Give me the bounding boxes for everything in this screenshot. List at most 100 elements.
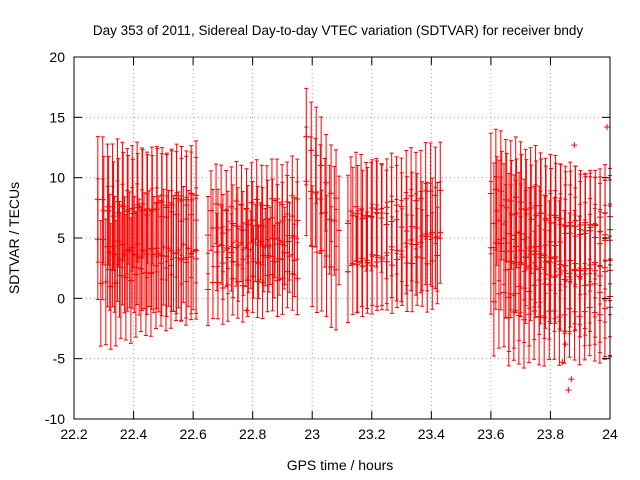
data-point xyxy=(424,260,431,267)
data-point xyxy=(107,283,114,290)
data-point xyxy=(102,278,109,285)
data-point xyxy=(336,227,343,234)
outlier-point xyxy=(559,359,566,366)
data-point xyxy=(149,206,156,213)
data-point xyxy=(498,202,505,209)
data-point xyxy=(328,190,335,197)
data-point xyxy=(219,260,226,267)
data-point xyxy=(294,275,301,282)
data-point xyxy=(552,242,559,249)
data-point xyxy=(185,245,192,252)
data-point xyxy=(321,209,328,216)
data-point xyxy=(510,308,517,315)
data-point xyxy=(542,242,549,249)
data-point xyxy=(412,241,419,248)
series-track-4 xyxy=(100,140,200,271)
x-tick-label: 22.8 xyxy=(239,426,266,442)
series-track-9 xyxy=(213,197,298,292)
data-point xyxy=(144,205,151,212)
data-point xyxy=(547,238,554,245)
data-point xyxy=(358,205,365,212)
series-track-15 xyxy=(344,181,444,323)
data-point xyxy=(323,179,330,186)
data-point xyxy=(547,219,554,226)
x-tick-label: 22.6 xyxy=(179,426,206,442)
data-point xyxy=(602,209,609,216)
x-axis-label: GPS time / hours xyxy=(287,457,394,473)
chart-title: Day 353 of 2011, Sidereal Day-to-day VTE… xyxy=(93,23,583,38)
x-tick-label: 23 xyxy=(304,426,320,442)
data-point xyxy=(363,213,370,220)
data-point xyxy=(520,316,527,323)
data-point xyxy=(129,210,136,217)
data-point xyxy=(538,210,545,217)
data-point xyxy=(106,249,113,256)
ticks: -10 -5 0 5 10 15 20 22.2 22.4 22.6 22.8 23 23.2 23.4 2… xyxy=(45,49,618,442)
data-point xyxy=(522,254,529,261)
data-point xyxy=(255,259,262,266)
data-point xyxy=(223,244,230,251)
series-track-23 xyxy=(502,164,613,319)
outlier-point xyxy=(571,142,578,149)
data-point xyxy=(566,305,573,312)
data-point xyxy=(286,253,293,260)
data-point xyxy=(291,257,298,264)
data-point xyxy=(318,162,325,169)
data-point xyxy=(414,253,421,260)
series-track-13 xyxy=(309,185,340,331)
data-point xyxy=(317,196,324,203)
data-point xyxy=(120,203,127,210)
data-point xyxy=(378,214,385,221)
series-track-24 xyxy=(505,258,613,369)
data-point xyxy=(272,236,278,243)
data-point xyxy=(528,216,535,223)
data-point xyxy=(265,252,272,259)
data-point xyxy=(127,277,134,284)
data-point xyxy=(527,248,534,255)
x-tick-label: 23.6 xyxy=(477,426,504,442)
data-point xyxy=(270,258,277,265)
data-point xyxy=(576,313,583,320)
data-point xyxy=(597,214,604,221)
data-point xyxy=(122,274,129,281)
data-point xyxy=(307,188,314,195)
data-point xyxy=(493,207,500,214)
data-point xyxy=(601,305,608,312)
data-point xyxy=(312,189,319,196)
outlier-points xyxy=(243,123,611,394)
data-point xyxy=(121,251,128,258)
data-point xyxy=(561,311,568,318)
outlier-point xyxy=(243,307,250,314)
data-point xyxy=(577,226,584,233)
data-point xyxy=(592,222,599,229)
data-point xyxy=(582,219,589,226)
data-point xyxy=(136,254,143,261)
data-point xyxy=(408,237,415,244)
data-point xyxy=(281,249,288,256)
data-point xyxy=(240,256,247,263)
y-tick-label: -10 xyxy=(45,411,65,427)
series-track-8 xyxy=(207,155,301,251)
data-point xyxy=(276,237,283,244)
data-point xyxy=(150,251,157,258)
data-point xyxy=(417,239,424,246)
data-point xyxy=(248,199,255,206)
data-point xyxy=(116,256,123,263)
data-point xyxy=(139,200,146,207)
data-point xyxy=(323,253,330,260)
y-tick-label: 5 xyxy=(57,230,65,246)
data-point xyxy=(313,152,320,159)
x-tick-label: 22.2 xyxy=(60,426,87,442)
data-point xyxy=(309,243,316,250)
data-point xyxy=(333,266,340,273)
data-point xyxy=(218,242,225,249)
x-tick-label: 22.4 xyxy=(120,426,147,442)
data-point xyxy=(490,298,497,305)
x-tick-label: 24 xyxy=(602,426,618,442)
data-point xyxy=(587,222,594,229)
data-point xyxy=(228,203,235,210)
y-tick-label: -5 xyxy=(53,351,66,367)
data-point xyxy=(434,252,441,259)
y-tick-label: 0 xyxy=(57,290,65,306)
data-point xyxy=(373,209,380,216)
